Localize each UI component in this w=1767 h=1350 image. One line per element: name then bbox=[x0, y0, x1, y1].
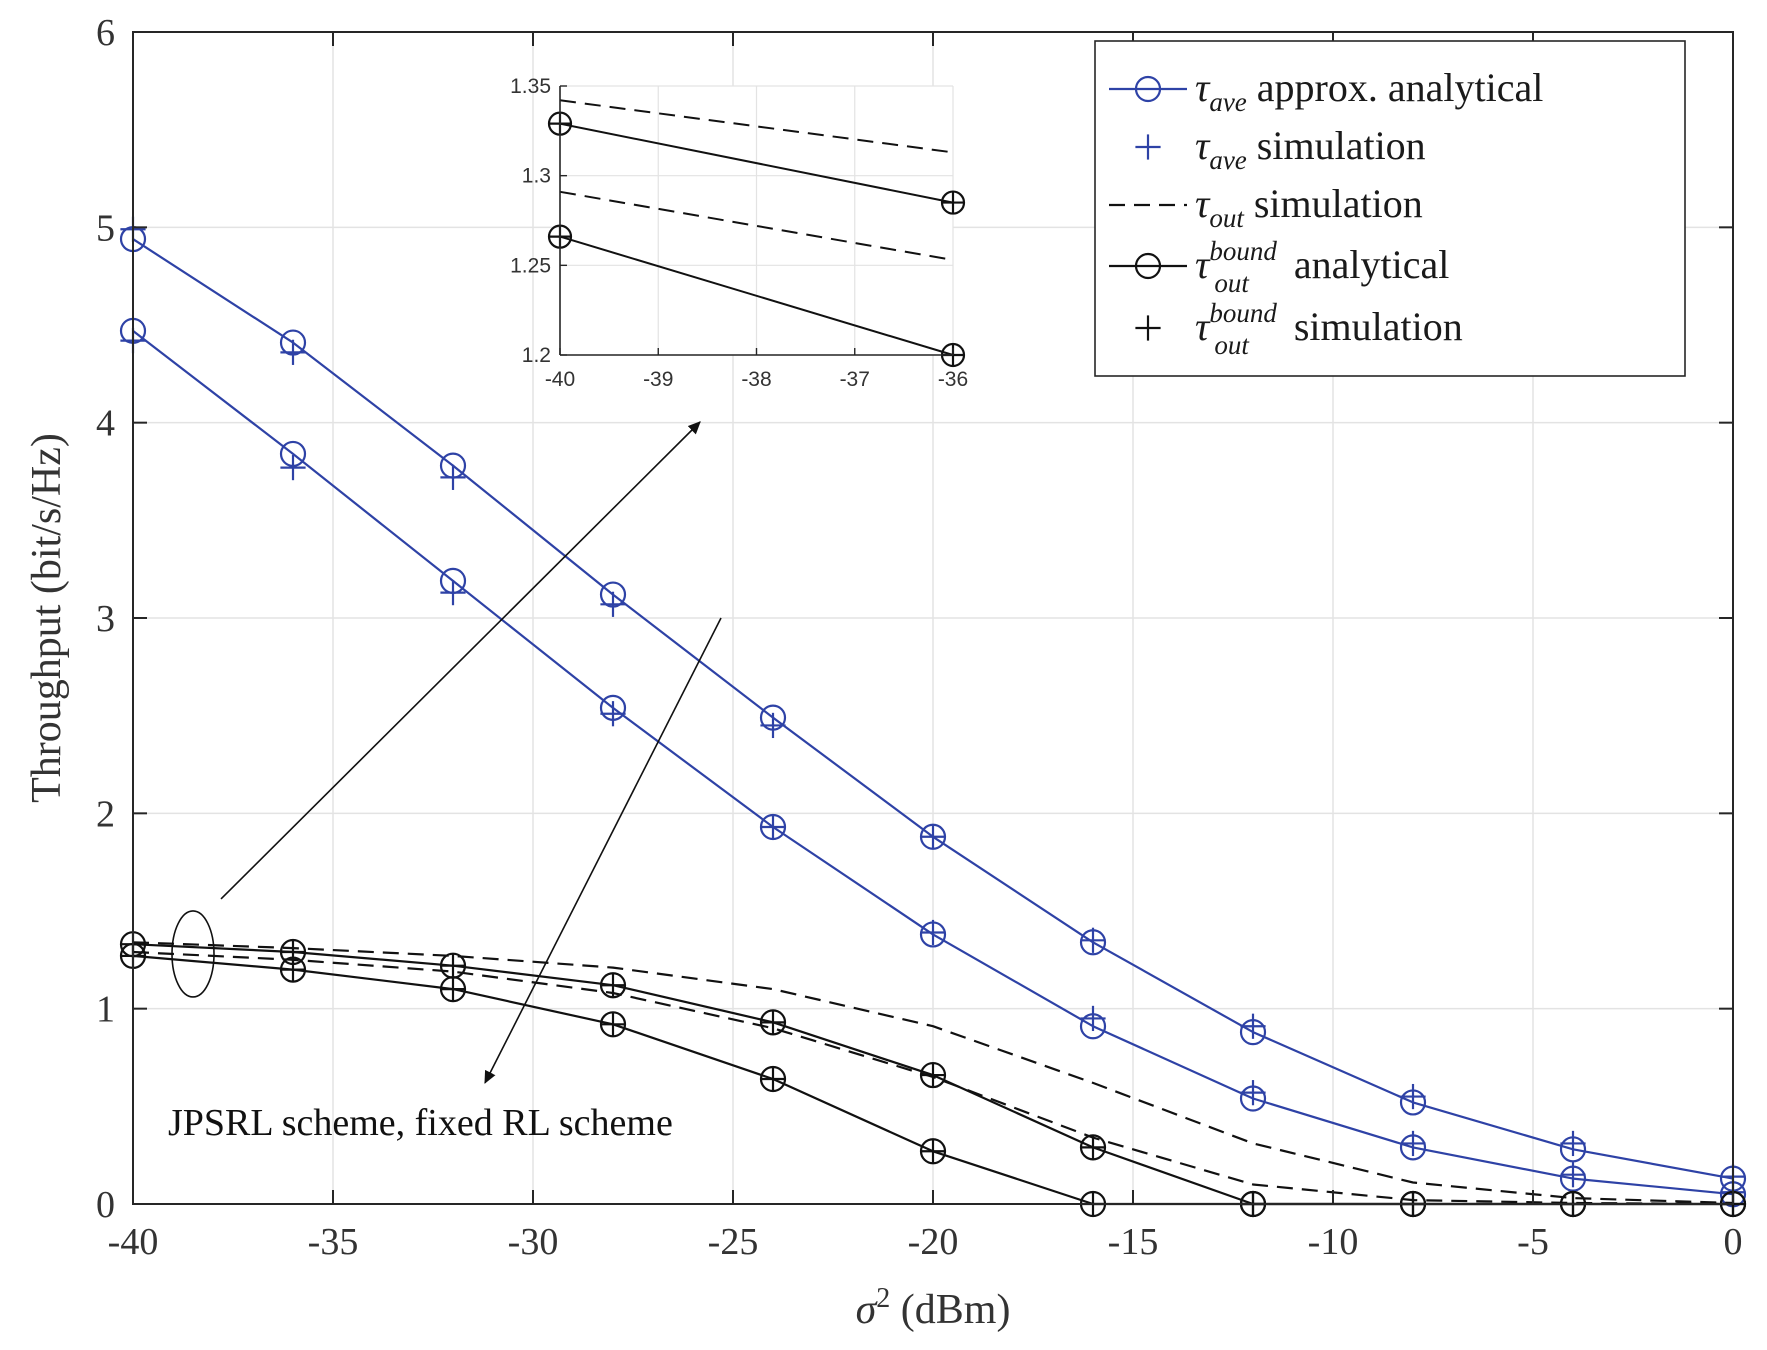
legend-label: τave simulation bbox=[1195, 123, 1426, 175]
highlight-ellipse bbox=[171, 910, 215, 998]
legend-subscript: ave bbox=[1209, 145, 1246, 175]
x-axis-superscript: 2 bbox=[876, 1283, 890, 1314]
legend-entry: τout simulation bbox=[1109, 181, 1423, 233]
legend-entry: τave approx. analytical bbox=[1109, 65, 1543, 117]
legend-label: τave approx. analytical bbox=[1195, 65, 1543, 117]
x-axis-label: σ2 (dBm) bbox=[856, 1283, 1011, 1333]
y-tick-label: 5 bbox=[96, 207, 115, 249]
series-tau-out-simulation-lower- bbox=[559, 190, 954, 261]
series-tau-out-simulation-upper- bbox=[559, 99, 954, 154]
y-tick-label: 4 bbox=[96, 403, 115, 445]
legend-symbol: τ bbox=[1195, 181, 1211, 226]
inset-x-tick-label: -36 bbox=[938, 368, 968, 391]
legend-text-body: approx. analytical bbox=[1257, 65, 1544, 110]
x-tick-label: -5 bbox=[1517, 1221, 1549, 1263]
x-tick-label: -30 bbox=[508, 1221, 559, 1263]
scheme-pointer-arrow bbox=[484, 617, 722, 1084]
legend-symbol: τ bbox=[1195, 304, 1211, 349]
legend-entry: τave simulation bbox=[1135, 123, 1426, 175]
y-tick-label: 1 bbox=[96, 989, 115, 1031]
inset-x-tick-label: -38 bbox=[741, 368, 771, 391]
data-point-circle bbox=[1134, 252, 1162, 280]
x-axis-unit: (dBm) bbox=[890, 1287, 1010, 1333]
legend-subscript: out bbox=[1214, 330, 1250, 360]
legend-symbol: τ bbox=[1195, 123, 1211, 168]
legend-label: τbound out analytical bbox=[1195, 236, 1449, 298]
series-group bbox=[119, 216, 1747, 1218]
series-line bbox=[559, 122, 954, 204]
x-tick-label: -10 bbox=[1308, 1221, 1359, 1263]
y-tick-label: 6 bbox=[96, 12, 115, 54]
inset-x-tick-label: -40 bbox=[545, 368, 575, 391]
series-line bbox=[559, 190, 954, 261]
legend-superscript: bound bbox=[1209, 236, 1277, 266]
legend-symbol: τ bbox=[1195, 242, 1211, 287]
legend-text-body: simulation bbox=[1254, 181, 1423, 226]
legend-entry: τbound out simulation bbox=[1135, 298, 1463, 360]
inset-y-tick-label: 1.25 bbox=[510, 254, 551, 277]
x-tick-label: -15 bbox=[1108, 1221, 1159, 1263]
inset-y-tick-label: 1.3 bbox=[522, 165, 551, 188]
series-line bbox=[559, 235, 954, 356]
x-tick-label: -20 bbox=[908, 1221, 959, 1263]
series-line bbox=[559, 99, 954, 154]
legend-box bbox=[1094, 40, 1686, 377]
y-axis-label: Throughput (bit/s/Hz) bbox=[24, 433, 70, 803]
x-tick-label: -40 bbox=[108, 1221, 159, 1263]
series-tau-out-simulation-upper- bbox=[132, 941, 1734, 1205]
legend-subscript: out bbox=[1214, 268, 1250, 298]
x-axis-symbol: σ bbox=[856, 1287, 879, 1333]
legend-entry: τbound out analytical bbox=[1109, 236, 1449, 298]
x-tick-label: -25 bbox=[708, 1221, 759, 1263]
legend-text-body: simulation bbox=[1257, 123, 1426, 168]
inset-pointer-arrow bbox=[220, 421, 701, 900]
y-tick-label: 0 bbox=[96, 1184, 115, 1226]
legend-label: τout simulation bbox=[1195, 181, 1423, 233]
inset-x-tick-label: -37 bbox=[840, 368, 870, 391]
legend-text-body: analytical bbox=[1294, 242, 1449, 287]
series-line bbox=[132, 941, 1734, 1205]
y-tick-label: 3 bbox=[96, 598, 115, 640]
inset-y-tick-label: 1.2 bbox=[522, 344, 551, 367]
annotations: JPSRL scheme, fixed RL scheme bbox=[168, 421, 722, 1144]
inset-zoom-plot: -40 -39 -38 -37 -36 1.2 1.25 1.3 1.35 bbox=[510, 75, 968, 391]
inset-x-tick-label: -39 bbox=[643, 368, 673, 391]
legend-label: τbound out simulation bbox=[1195, 298, 1463, 360]
legend-subscript: ave bbox=[1209, 87, 1246, 117]
legend-text-body: simulation bbox=[1294, 304, 1463, 349]
legend-symbol: τ bbox=[1195, 65, 1211, 110]
y-tick-label: 2 bbox=[96, 793, 115, 835]
data-point-circle bbox=[1134, 75, 1162, 103]
inset-y-tick-label: 1.35 bbox=[510, 75, 551, 98]
x-tick-label: 0 bbox=[1724, 1221, 1743, 1263]
legend-subscript: out bbox=[1209, 203, 1245, 233]
scheme-annotation-text: JPSRL scheme, fixed RL scheme bbox=[168, 1102, 673, 1144]
x-tick-label: -35 bbox=[308, 1221, 359, 1263]
legend-superscript: bound bbox=[1209, 298, 1277, 328]
